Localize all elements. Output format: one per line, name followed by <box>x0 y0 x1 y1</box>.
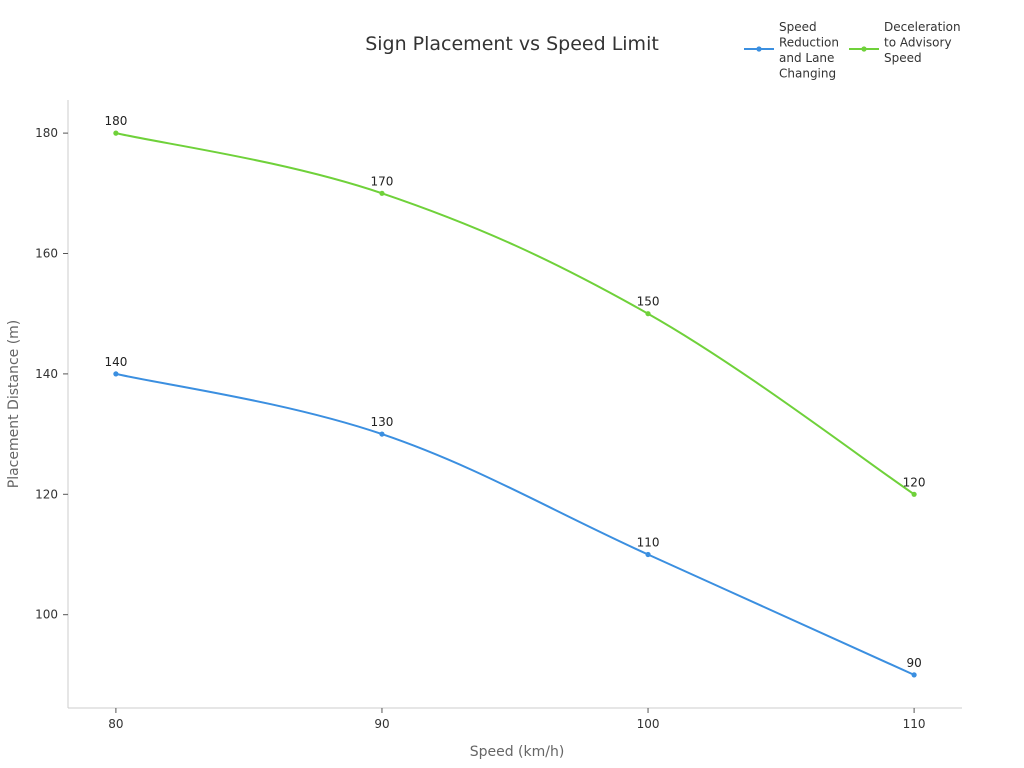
legend-swatch-marker <box>756 46 762 52</box>
data-label: 90 <box>906 656 921 670</box>
data-label: 170 <box>371 174 394 188</box>
y-tick-label: 160 <box>35 247 58 261</box>
series-line <box>115 372 915 676</box>
data-point <box>645 311 651 317</box>
x-axis-ticks: 80 90 100 110 <box>108 708 926 731</box>
y-axis-label: Placement Distance (m) <box>6 320 22 489</box>
y-tick-label: 140 <box>35 367 58 381</box>
series-layer: 140 130 110 90 180 170 150 120 <box>104 114 926 678</box>
data-point <box>113 371 119 377</box>
data-point <box>911 491 917 497</box>
x-tick-label: 100 <box>637 717 660 731</box>
legend-label-line: and Lane <box>779 51 834 65</box>
data-point <box>379 431 385 437</box>
x-axis-label: Speed (km/h) <box>470 744 565 760</box>
y-tick-label: 100 <box>35 608 58 622</box>
legend-label-line: Speed <box>884 51 922 65</box>
legend-swatch-marker <box>861 46 867 52</box>
legend-label-line: Reduction <box>779 36 839 50</box>
data-point <box>113 130 119 136</box>
series-2: 180 170 150 120 <box>104 114 926 497</box>
data-label: 130 <box>371 415 394 429</box>
x-tick-label: 80 <box>108 717 123 731</box>
data-point <box>379 190 385 196</box>
legend-label-line: to Advisory <box>884 36 952 50</box>
y-axis-ticks: 100 120 140 160 180 <box>35 126 68 622</box>
y-tick-label: 180 <box>35 126 58 140</box>
chart-title: Sign Placement vs Speed Limit <box>365 33 659 55</box>
legend-label-line: Deceleration <box>884 20 961 34</box>
data-label: 180 <box>104 114 127 128</box>
data-label: 150 <box>637 295 660 309</box>
data-label: 140 <box>104 355 127 369</box>
x-tick-label: 110 <box>903 717 926 731</box>
data-point <box>911 672 917 678</box>
x-tick-label: 90 <box>374 717 389 731</box>
series-1: 140 130 110 90 <box>104 355 922 678</box>
series-line <box>115 132 915 496</box>
data-label: 120 <box>903 475 926 489</box>
legend-label-line: Changing <box>779 67 836 81</box>
data-point <box>645 551 651 558</box>
y-tick-label: 120 <box>35 487 58 501</box>
data-label: 110 <box>637 535 660 549</box>
legend-label-line: Speed <box>779 20 817 34</box>
